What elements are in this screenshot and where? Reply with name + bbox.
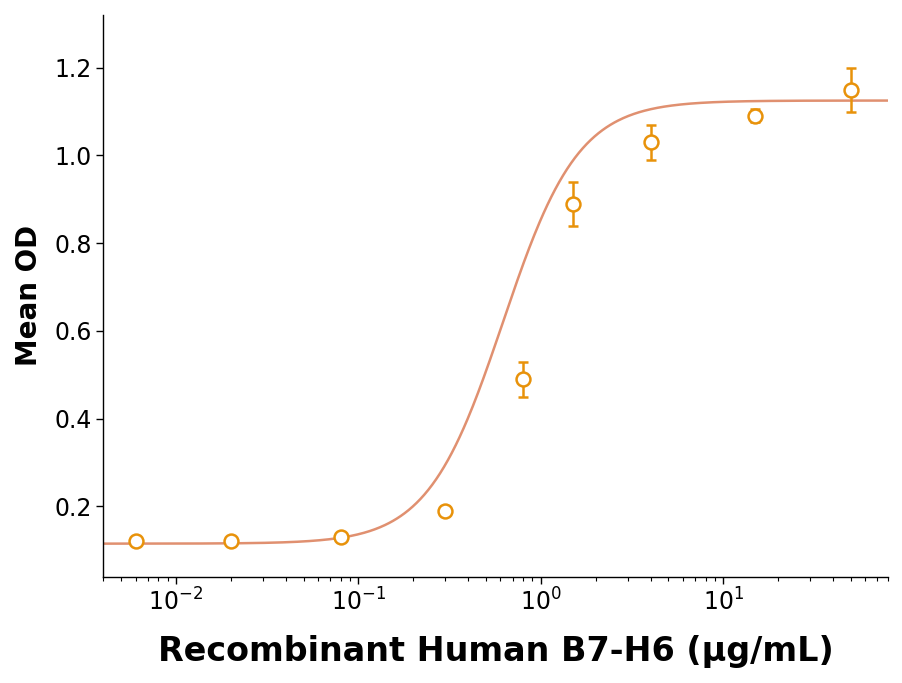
X-axis label: Recombinant Human B7-H6 (μg/mL): Recombinant Human B7-H6 (μg/mL) — [158, 635, 833, 668]
Y-axis label: Mean OD: Mean OD — [15, 225, 43, 366]
